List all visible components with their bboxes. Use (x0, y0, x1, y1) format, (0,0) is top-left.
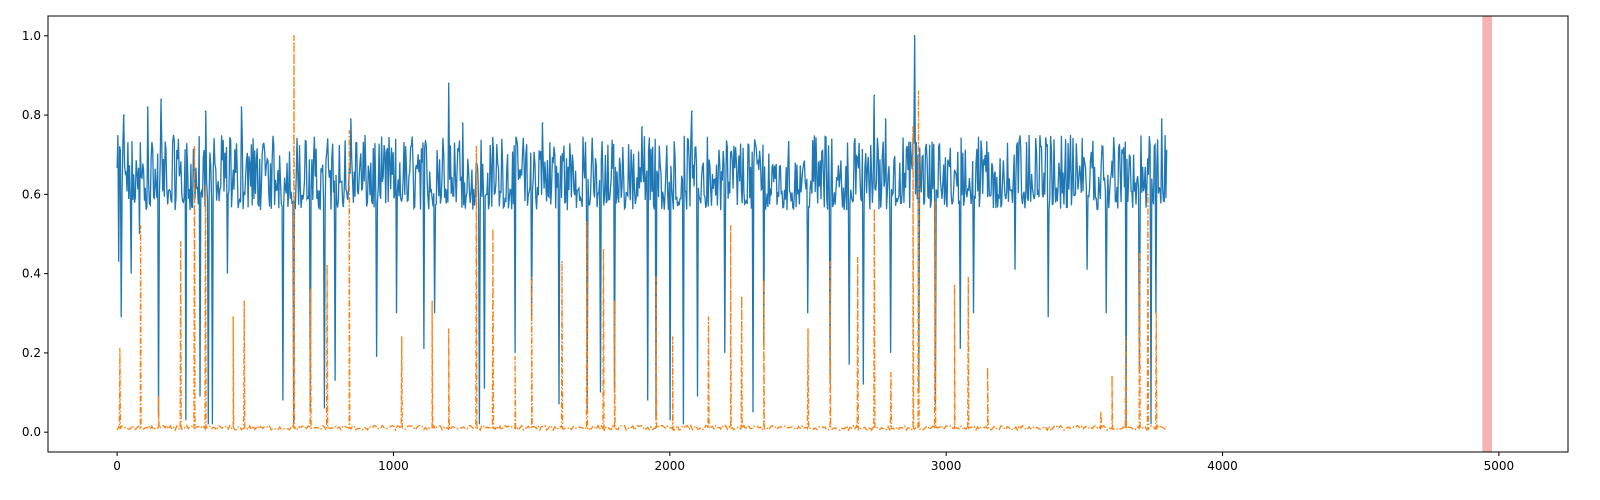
series-1-peak-point (691, 110, 693, 112)
series-1-peak-point (123, 114, 125, 116)
series-2-peak-point (447, 328, 450, 330)
series-1-line (116, 35, 1168, 425)
series-1-peak-point (240, 106, 243, 108)
highlight-span-layer (1482, 16, 1492, 452)
series-1-peak-point (541, 122, 544, 124)
series-1-peak-point (873, 94, 876, 97)
y-axis-ticks: 0.0 0.2 0.4 0.6 0.8 1.0 (22, 29, 48, 439)
series-2-peak-point (1125, 336, 1127, 338)
series-2-peak-point (232, 316, 234, 319)
series-2-peak-point (530, 276, 533, 279)
series-2-peak-point (953, 284, 956, 287)
series-1-peak-point (884, 118, 887, 120)
series-2-peak-point (934, 201, 936, 204)
series-2-peak-point (1100, 411, 1102, 414)
series-2-peak-point (309, 288, 312, 291)
series-2-peak-point (492, 229, 494, 231)
series-2-peak-point (243, 300, 246, 303)
x-axis-ticks: 0 1000 2000 3000 4000 5000 (113, 452, 1514, 473)
series-2-peak-point (431, 300, 433, 303)
series-2-peak-point (326, 264, 328, 267)
x-tick-label: 0 (113, 459, 121, 473)
series-1-peak-point (146, 106, 149, 108)
series-1-peak-point (349, 118, 352, 120)
series-2-peak-point (829, 260, 831, 263)
series-2-peak-point (917, 90, 920, 93)
series-2-peak-point (967, 276, 970, 279)
series-layer (116, 35, 1168, 432)
series-2-peak-point (740, 296, 743, 299)
series-2-peak-point (204, 185, 207, 188)
series-2-peak-point (1147, 193, 1149, 196)
series-1-peak-point (1160, 118, 1163, 120)
y-tick-label: 0.4 (22, 267, 41, 281)
series-2-peak-point (762, 280, 765, 283)
series-1-peak-point (204, 110, 207, 112)
series-2-peak-point (671, 336, 674, 338)
series-2-peak-point (179, 241, 182, 243)
series-2-peak-point (586, 221, 588, 223)
series-2-peak-point (400, 336, 403, 338)
y-tick-label: 0.2 (22, 346, 41, 360)
series-2-peak-point (602, 249, 605, 251)
x-tick-label: 1000 (378, 459, 409, 473)
series-2-peak-point (514, 356, 516, 358)
series-2-peak-point (1138, 253, 1141, 255)
highlight-span (1482, 16, 1492, 452)
series-1-peak-point (160, 98, 163, 101)
axes-frame (47, 15, 1569, 453)
series-2-peak-point (912, 126, 914, 128)
series-2-peak-point (561, 260, 563, 263)
series-2-peak-point (986, 367, 989, 370)
y-tick-label: 0.6 (22, 187, 41, 201)
series-2-peak-point (707, 316, 710, 319)
series-2-peak-point (856, 256, 859, 259)
series-2-peak-point (293, 35, 295, 37)
series-1-peak-point (641, 126, 643, 128)
series-2-peak-point (807, 328, 809, 330)
y-tick-label: 0.8 (22, 108, 41, 122)
series-2-peak-point (1111, 375, 1113, 378)
series-2-peak-point (348, 130, 351, 132)
series-1-peak-point (461, 122, 464, 124)
series-2-peak-point (475, 146, 478, 148)
series-1-peak-point (913, 35, 916, 37)
series-2-peak-point (193, 146, 196, 148)
series-2-peak-point (119, 348, 121, 350)
series-2-peak-point (613, 300, 616, 303)
series-1-peak-point (1025, 142, 1028, 144)
series-1-peak-point (119, 146, 121, 148)
series-1-peak-point (447, 82, 450, 85)
y-tick-label: 0.0 (22, 425, 41, 439)
series-2-peak-point (1155, 312, 1158, 315)
x-tick-label: 3000 (931, 459, 962, 473)
x-tick-label: 5000 (1484, 459, 1515, 473)
series-2-peak-point (655, 276, 657, 279)
series-2-peak-point (157, 395, 160, 398)
series-2-peak-point (139, 225, 142, 227)
series-2-peak-point (873, 209, 876, 212)
x-tick-label: 2000 (655, 459, 686, 473)
y-tick-label: 1.0 (22, 29, 41, 43)
series-2-peak-point (890, 371, 892, 374)
series-2-line (116, 35, 1168, 432)
series-2-peak-point (729, 225, 732, 227)
x-tick-label: 4000 (1207, 459, 1238, 473)
